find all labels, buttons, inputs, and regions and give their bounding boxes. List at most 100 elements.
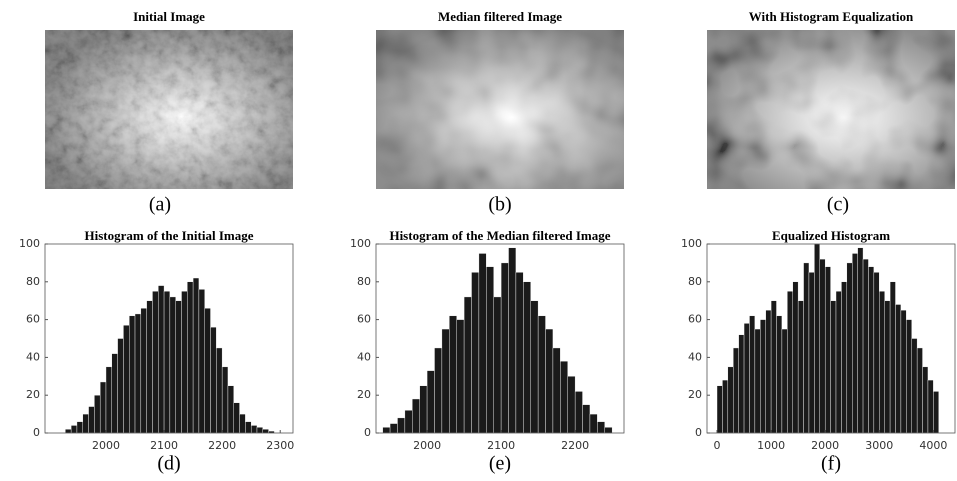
bar	[65, 429, 72, 434]
caption: (b)	[488, 194, 511, 216]
bar	[70, 425, 78, 434]
bar	[389, 423, 398, 434]
histogram-panel: Histogram of the Median filtered Image 0 2…	[350, 228, 625, 475]
bar	[134, 313, 142, 434]
bar	[493, 296, 502, 434]
bar	[722, 379, 729, 434]
bar	[922, 366, 929, 434]
bar	[515, 272, 524, 434]
bar	[508, 247, 517, 434]
bar	[743, 323, 750, 434]
y-tick-label: 40	[688, 350, 702, 363]
bar	[733, 347, 739, 434]
caption: (a)	[149, 194, 171, 216]
bar	[852, 253, 858, 434]
bar	[152, 291, 159, 434]
y-tick-label: 100	[350, 237, 371, 250]
y-tick-label: 60	[357, 313, 371, 326]
bar	[530, 300, 539, 434]
x-tick-label: 2300	[266, 439, 294, 452]
y-tick-label: 100	[681, 237, 702, 250]
caption: (d)	[157, 453, 180, 475]
bar	[221, 366, 229, 434]
bar	[412, 398, 420, 434]
bar	[146, 300, 153, 434]
y-tick-label: 80	[26, 275, 40, 288]
bar	[449, 315, 457, 434]
y-tick-label: 0	[33, 426, 40, 439]
bar	[933, 391, 939, 434]
bar	[792, 281, 799, 434]
caption: (e)	[489, 453, 511, 475]
image-title: Median filtered Image	[438, 9, 562, 24]
bar	[397, 417, 406, 434]
x-tick-label: 2000	[811, 439, 839, 452]
bar	[250, 425, 258, 434]
y-tick-label: 20	[688, 388, 702, 401]
bar	[262, 429, 269, 434]
y-tick-label: 40	[357, 350, 371, 363]
bar	[404, 410, 413, 434]
axes-frame	[375, 243, 625, 434]
bar	[99, 381, 107, 434]
bar	[210, 326, 217, 434]
bar	[500, 262, 509, 434]
chart-title: Histogram of the Initial Image	[85, 228, 254, 243]
bar	[169, 296, 176, 434]
bar	[117, 338, 124, 434]
bar	[857, 247, 864, 434]
chart-title: Equalized Histogram	[772, 228, 890, 243]
bar	[187, 281, 194, 434]
bar	[216, 347, 223, 434]
bar	[819, 258, 826, 434]
bar	[841, 281, 848, 434]
y-tick-label: 60	[688, 313, 702, 326]
bar	[900, 309, 907, 434]
bar	[82, 413, 89, 434]
axes-frame	[44, 243, 294, 434]
x-tick-label: 2200	[208, 439, 236, 452]
bar	[419, 385, 428, 434]
chart-title: Histogram of the Median filtered Image	[389, 228, 610, 243]
bar	[471, 272, 480, 434]
x-tick-label: 2000	[413, 439, 441, 452]
bar	[204, 308, 211, 434]
bar	[158, 285, 165, 434]
x-tick-label: 1000	[757, 439, 785, 452]
bar	[808, 272, 815, 434]
bar	[233, 402, 240, 434]
bar	[192, 277, 200, 434]
bar	[716, 385, 723, 434]
image-title: With Histogram Equalization	[749, 9, 914, 24]
bar	[749, 315, 756, 434]
bar	[846, 262, 853, 434]
y-tick-label: 0	[695, 426, 702, 439]
bar	[803, 262, 810, 434]
bar	[765, 309, 772, 434]
bar	[787, 291, 793, 434]
bar	[862, 258, 869, 434]
caption: (c)	[827, 194, 849, 216]
bar	[426, 370, 435, 434]
bar	[245, 421, 252, 434]
bar	[129, 315, 136, 434]
bar	[589, 413, 598, 434]
y-tick-label: 60	[26, 313, 40, 326]
y-tick-label: 40	[26, 350, 40, 363]
x-tick-label: 2100	[487, 439, 515, 452]
bar	[227, 385, 234, 434]
bar	[895, 304, 902, 434]
axes-frame	[706, 243, 956, 434]
bar	[456, 319, 465, 434]
bar	[868, 266, 875, 434]
bar	[597, 421, 605, 434]
bar	[916, 347, 923, 434]
x-tick-label: 2100	[150, 439, 178, 452]
bar	[198, 289, 205, 434]
x-tick-label: 0	[714, 439, 721, 452]
bar	[760, 319, 766, 434]
histogram-panel: Histogram of the Initial Image 0 20 40 60 80 1…	[19, 228, 294, 475]
bar	[181, 291, 188, 434]
bar	[123, 325, 130, 434]
